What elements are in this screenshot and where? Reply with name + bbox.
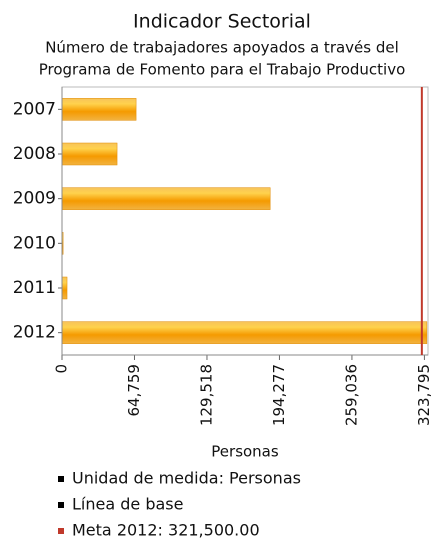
y-tick-label: 2010	[13, 233, 56, 253]
chart-subtitle: Programa de Fomento para el Trabajo Prod…	[39, 61, 406, 79]
legend-label: Unidad de medida: Personas	[72, 469, 301, 488]
x-tick-label: 129,518	[197, 364, 215, 426]
chart-title: Indicador Sectorial	[133, 11, 311, 33]
x-tick-label: 0	[53, 364, 71, 374]
x-tick-label: 194,277	[270, 364, 288, 426]
bar	[61, 187, 271, 210]
bar	[61, 321, 428, 344]
legend-marker	[58, 502, 64, 508]
legend-label: Línea de base	[72, 495, 183, 514]
x-tick-label: 323,795	[415, 364, 433, 426]
bar	[61, 142, 118, 166]
y-tick-label: 2009	[13, 189, 56, 209]
legend-marker	[58, 528, 64, 534]
y-tick-label: 2008	[13, 144, 56, 164]
x-tick-label: 259,036	[342, 364, 360, 426]
bar	[61, 276, 68, 300]
legend-marker	[58, 476, 64, 482]
x-tick-label: 64,759	[125, 364, 143, 417]
y-tick-label: 2011	[13, 278, 56, 298]
y-tick-label: 2012	[13, 323, 56, 343]
chart-subtitle: Número de trabajadores apoyados a través…	[45, 39, 399, 57]
x-axis-label: Personas	[211, 443, 279, 461]
plot-area	[61, 86, 429, 356]
y-tick-label: 2007	[13, 99, 56, 119]
legend-label: Meta 2012: 321,500.00	[72, 521, 260, 539]
bar	[61, 98, 137, 121]
